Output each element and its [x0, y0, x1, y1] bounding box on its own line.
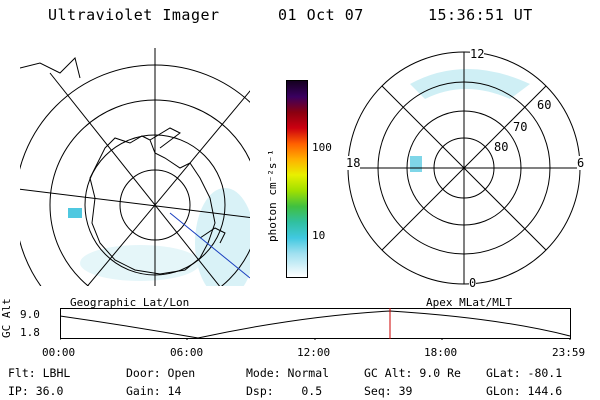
gc-alt-axis-label: GC Alt: [0, 298, 13, 338]
info-flt: Flt: LBHL: [8, 366, 71, 380]
meridian-line: [20, 188, 250, 219]
meridian-line: [86, 90, 250, 286]
colorbar: [286, 80, 308, 278]
app-title: Ultraviolet Imager: [48, 6, 220, 24]
gc-alt-tick-9: 9.0: [20, 308, 40, 321]
info-glat: GLat: -80.1: [486, 366, 563, 380]
mlat-label-70: 70: [513, 120, 528, 134]
mlt-label-0: 0: [469, 276, 477, 290]
coastline: [149, 127, 181, 149]
info-mode: Mode: Normal: [246, 366, 330, 380]
date-label: 01 Oct 07: [278, 6, 364, 24]
coastline: [199, 227, 226, 244]
geographic-map: [20, 48, 250, 286]
mlt-label-18: 18: [346, 156, 361, 170]
left-map-title: Geographic Lat/Lon: [70, 296, 190, 309]
x-tick-2359: 23:59: [552, 346, 586, 359]
right-map-title: Apex MLat/MLT: [426, 296, 513, 309]
info-gc-alt: GC Alt: 9.0 Re: [364, 366, 461, 380]
altitude-timeline-plot: [60, 308, 571, 340]
x-tick-1800: 18:00: [424, 346, 458, 359]
mlat-label-80: 80: [494, 140, 509, 154]
x-tick-0000: 00:00: [42, 346, 76, 359]
colorbar-unit-label: photon cm⁻²s⁻¹: [266, 149, 279, 242]
time-label: 15:36:51 UT: [428, 6, 533, 24]
mlat-label-60: 60: [537, 98, 552, 112]
aurora-emission: [68, 188, 250, 286]
colorbar-tick-100: 100: [312, 141, 332, 154]
gc-alt-tick-1-8: 1.8: [20, 326, 40, 339]
info-glon: GLon: 144.6: [486, 384, 563, 398]
mlat-mlt-map: [347, 51, 581, 285]
satellite-track: [169, 212, 250, 279]
mlt-label-6: 6: [577, 156, 585, 170]
altitude-curve: [60, 310, 571, 339]
timeline-frame: [60, 308, 571, 339]
mlt-label-12: 12: [470, 47, 485, 61]
x-tick-1200: 12:00: [297, 346, 331, 359]
info-gain: Gain: 14: [126, 384, 182, 398]
info-door: Door: Open: [126, 366, 196, 380]
colorbar-tick-10: 10: [312, 229, 326, 242]
mlt-meridian: [381, 85, 547, 251]
info-seq: Seq: 39: [364, 384, 413, 398]
coastline: [20, 57, 81, 79]
info-dsp: Dsp: 0.5: [246, 384, 323, 398]
info-ip: IP: 36.0: [8, 384, 64, 398]
x-tick-0600: 06:00: [170, 346, 204, 359]
coastline: [89, 135, 216, 275]
